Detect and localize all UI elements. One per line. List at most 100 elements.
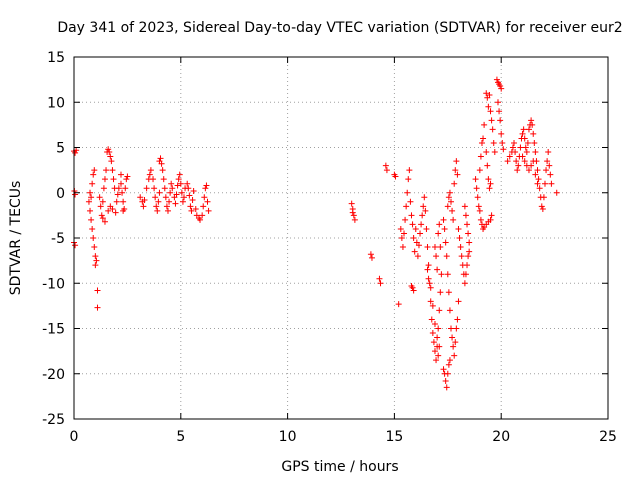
data-point xyxy=(415,242,422,249)
data-point xyxy=(188,207,195,214)
data-point xyxy=(539,206,546,213)
data-point xyxy=(427,284,434,291)
data-point xyxy=(377,280,384,287)
data-point xyxy=(119,189,126,196)
data-point xyxy=(528,117,535,124)
data-point xyxy=(499,139,506,146)
data-point xyxy=(445,194,452,201)
data-point xyxy=(181,194,188,201)
data-point xyxy=(94,287,101,294)
data-point xyxy=(401,230,408,237)
data-point xyxy=(476,207,483,214)
data-point xyxy=(545,149,552,156)
data-point xyxy=(120,207,127,214)
data-point xyxy=(97,203,104,210)
data-point xyxy=(410,235,417,241)
data-point xyxy=(403,203,410,210)
data-point xyxy=(89,225,96,232)
y-tick-label: 0 xyxy=(56,186,65,202)
x-tick-label: 15 xyxy=(385,429,403,445)
data-point xyxy=(424,266,431,273)
data-point xyxy=(107,153,114,160)
data-point xyxy=(534,180,541,187)
data-point xyxy=(412,225,419,232)
data-point xyxy=(418,221,425,228)
data-point xyxy=(536,185,543,192)
data-point xyxy=(431,348,438,355)
data-point xyxy=(546,162,553,169)
data-point xyxy=(538,203,545,210)
data-point xyxy=(477,216,484,223)
data-point xyxy=(90,171,97,178)
data-point xyxy=(530,158,537,165)
data-point xyxy=(440,216,447,223)
data-point xyxy=(465,253,472,260)
data-point xyxy=(92,253,99,260)
data-point xyxy=(429,302,436,309)
data-point xyxy=(441,225,448,232)
data-point xyxy=(456,235,463,241)
data-point xyxy=(493,76,500,83)
data-point xyxy=(430,339,437,346)
data-point xyxy=(481,121,488,128)
data-point xyxy=(485,103,492,110)
data-point xyxy=(488,117,495,124)
data-point xyxy=(162,194,169,201)
data-point xyxy=(124,173,131,180)
data-point xyxy=(414,253,421,260)
data-point xyxy=(431,244,438,251)
data-point xyxy=(147,167,154,174)
data-point xyxy=(348,200,355,207)
data-point xyxy=(434,334,441,341)
data-point xyxy=(89,180,96,187)
data-point xyxy=(402,216,409,223)
x-tick-label: 10 xyxy=(279,429,297,445)
data-point xyxy=(101,218,108,225)
data-point xyxy=(465,230,472,237)
data-point xyxy=(109,206,116,213)
data-point xyxy=(485,176,492,183)
data-point xyxy=(417,230,424,237)
data-point xyxy=(490,139,497,146)
data-point xyxy=(155,198,162,205)
data-point xyxy=(438,271,445,278)
data-point xyxy=(511,139,518,146)
data-point xyxy=(486,92,493,99)
y-tick-label: 5 xyxy=(56,141,65,157)
data-point xyxy=(349,209,356,216)
data-point xyxy=(535,176,542,183)
x-tick-label: 5 xyxy=(176,429,185,445)
data-point xyxy=(201,194,208,201)
data-point xyxy=(143,185,150,192)
data-point xyxy=(202,185,209,192)
y-tick-label: -10 xyxy=(42,276,65,292)
data-points xyxy=(71,76,560,391)
data-point xyxy=(96,194,103,201)
data-point xyxy=(153,203,160,210)
data-point xyxy=(509,144,516,151)
data-point xyxy=(166,198,173,205)
x-tick-label: 20 xyxy=(492,429,510,445)
data-point xyxy=(521,158,528,165)
data-point xyxy=(113,198,120,205)
chart-title: Day 341 of 2023, Sidereal Day-to-day VTE… xyxy=(57,20,622,36)
data-point xyxy=(154,207,161,214)
data-point xyxy=(472,176,479,183)
data-point xyxy=(406,167,413,174)
data-point xyxy=(103,167,110,174)
data-point xyxy=(436,221,443,228)
data-point xyxy=(540,194,547,201)
data-point xyxy=(515,162,522,169)
x-tick-label: 0 xyxy=(70,429,79,445)
data-point xyxy=(172,200,179,207)
y-tick-label: 15 xyxy=(47,50,65,66)
data-point xyxy=(407,198,414,205)
data-point xyxy=(452,167,459,174)
data-point xyxy=(160,176,167,183)
data-point xyxy=(487,108,494,115)
data-point xyxy=(480,135,487,142)
data-point xyxy=(351,216,358,223)
data-point xyxy=(484,162,491,169)
data-point xyxy=(532,171,539,178)
data-point xyxy=(487,216,494,223)
